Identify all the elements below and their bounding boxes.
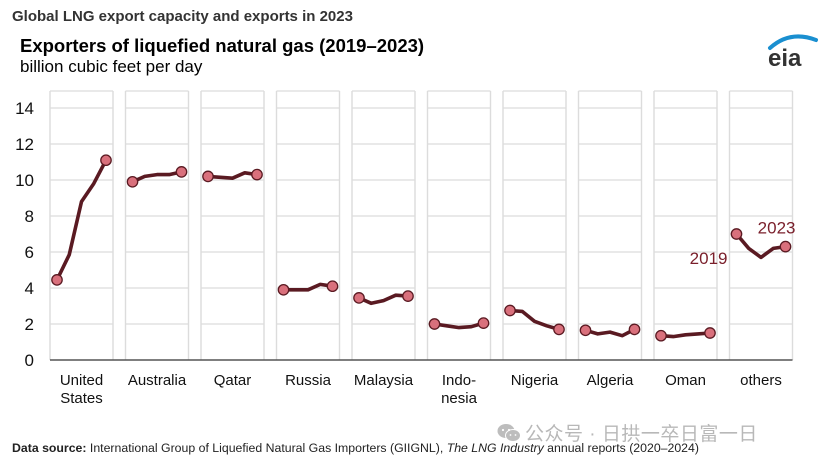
x-category-label: Malaysia — [354, 372, 414, 389]
source-label: Data source: — [12, 441, 87, 455]
data-source-note: Data source: International Group of Liqu… — [12, 441, 699, 455]
x-category-label: Australia — [128, 372, 187, 389]
y-tick-label: 4 — [25, 279, 34, 298]
source-italic: The LNG Industry — [446, 441, 544, 455]
eia-logo: eia — [760, 26, 820, 72]
panel-oman — [653, 90, 718, 360]
series-line-united-states — [55, 158, 108, 282]
wechat-icon — [497, 424, 521, 442]
chart-supertitle: Global LNG export capacity and exports i… — [12, 8, 353, 25]
y-tick-label: 8 — [25, 207, 34, 226]
panel-algeria — [577, 90, 643, 360]
series-line-australia — [130, 170, 184, 184]
series-line-malaysia — [357, 293, 410, 306]
series-line-indonesia — [432, 321, 486, 330]
x-category-label: States — [60, 390, 103, 407]
x-category-label: others — [740, 372, 782, 389]
x-category-label: Russia — [285, 372, 332, 389]
data-marker-2023 — [402, 290, 414, 302]
panel-qatar — [200, 90, 265, 360]
logo-text: eia — [768, 45, 802, 71]
panel-australia — [124, 90, 190, 360]
x-category-label: nesia — [441, 390, 478, 407]
series-line-algeria — [583, 327, 637, 338]
data-marker-2019 — [277, 283, 290, 296]
y-tick-label: 0 — [25, 351, 34, 370]
y-tick-label: 10 — [15, 171, 34, 190]
data-marker-2019 — [126, 175, 139, 188]
panel-russia — [275, 90, 341, 360]
data-marker-2019 — [353, 292, 365, 304]
x-category-label: Nigeria — [511, 372, 559, 389]
data-marker-2023 — [779, 240, 792, 253]
data-marker-2023 — [628, 323, 641, 336]
series-group — [51, 154, 792, 342]
data-marker-2023 — [553, 323, 565, 336]
panels-group — [49, 90, 794, 360]
series-line-nigeria — [508, 308, 561, 332]
data-marker-2019 — [202, 170, 214, 183]
series-line-russia — [281, 282, 335, 292]
eia-logo-icon: eia — [768, 34, 818, 72]
data-marker-2023 — [251, 168, 263, 181]
annotation-2023: 2023 — [758, 219, 796, 238]
y-tick-label: 2 — [25, 315, 34, 334]
watermark-text: 公众号 · 日拱一卒日富一日 — [525, 424, 758, 445]
data-marker-2023 — [100, 154, 112, 167]
data-marker-2023 — [477, 317, 490, 329]
series-line-oman — [659, 331, 712, 339]
data-marker-2019 — [428, 318, 441, 330]
chart-subtitle: billion cubic feet per day — [20, 57, 203, 76]
panel-malaysia — [351, 90, 416, 360]
data-marker-2019 — [51, 274, 63, 286]
panel-nigeria — [502, 90, 567, 360]
y-tick-label: 6 — [25, 243, 34, 262]
series-line-qatar — [206, 171, 259, 180]
x-category-label: United — [60, 372, 103, 389]
data-marker-2023 — [704, 327, 716, 339]
annotations-group: 2019 2023 — [690, 219, 796, 268]
data-marker-2019 — [730, 228, 743, 240]
source-text-2: annual reports (2020–2024) — [543, 441, 699, 455]
source-text-1: International Group of Liquefied Natural… — [86, 441, 447, 455]
data-marker-2023 — [175, 166, 188, 178]
y-tick-label: 14 — [15, 99, 34, 118]
x-category-label: Oman — [665, 372, 706, 389]
panel-others — [728, 90, 794, 360]
data-marker-2019 — [504, 304, 516, 317]
panel-united-states — [49, 90, 114, 360]
x-category-label: Algeria — [587, 372, 634, 389]
watermark: 公众号 · 日拱一卒日富一日 — [497, 419, 758, 446]
chart-title: Exporters of liquefied natural gas (2019… — [20, 35, 425, 56]
data-marker-2019 — [655, 329, 667, 342]
y-axis: 0 2 4 6 8 10 12 14 — [15, 99, 34, 370]
series-line-others — [734, 232, 788, 260]
x-category-label: Indo- — [442, 372, 476, 389]
y-tick-label: 12 — [15, 135, 34, 154]
annotation-2019: 2019 — [690, 249, 728, 268]
data-marker-2019 — [579, 324, 592, 337]
data-marker-2023 — [326, 280, 339, 293]
x-category-label: Qatar — [214, 372, 252, 389]
